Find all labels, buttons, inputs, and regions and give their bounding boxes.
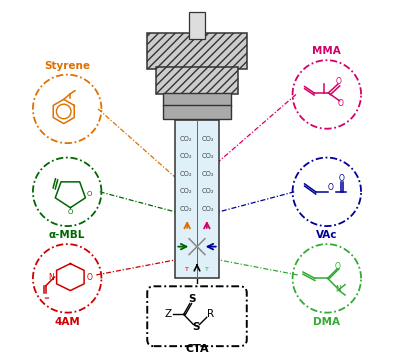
Text: N: N — [48, 273, 54, 282]
Text: DMA: DMA — [313, 317, 340, 327]
Bar — [190, 12, 204, 39]
Text: α-MBL: α-MBL — [49, 230, 85, 240]
Text: CO₂: CO₂ — [201, 206, 214, 211]
Text: =: = — [43, 295, 49, 301]
Text: O: O — [87, 191, 92, 197]
Text: CO₂: CO₂ — [180, 206, 193, 211]
Text: R: R — [207, 310, 214, 319]
Text: O: O — [338, 174, 344, 183]
Text: CTA: CTA — [185, 344, 209, 354]
Text: S: S — [192, 322, 200, 332]
Text: T: T — [205, 267, 209, 272]
Text: MMA: MMA — [312, 46, 341, 56]
FancyBboxPatch shape — [147, 286, 247, 346]
Bar — [147, 33, 247, 69]
Text: CO₂: CO₂ — [180, 171, 193, 177]
Text: O: O — [336, 77, 342, 86]
Text: N: N — [335, 285, 341, 294]
Text: O: O — [337, 99, 343, 108]
Text: CO₂: CO₂ — [201, 136, 214, 142]
Text: CO₂: CO₂ — [180, 136, 193, 142]
Text: CO₂: CO₂ — [201, 153, 214, 159]
Text: 4AM: 4AM — [54, 317, 80, 327]
Text: S: S — [188, 294, 195, 304]
Text: CO₂: CO₂ — [180, 188, 193, 194]
Bar — [163, 105, 231, 119]
Text: O: O — [68, 209, 73, 215]
Text: O: O — [328, 182, 333, 191]
Text: Z: Z — [165, 310, 172, 319]
Text: CO₂: CO₂ — [201, 188, 214, 194]
Text: O: O — [87, 273, 93, 282]
Bar — [156, 67, 238, 94]
Text: T: T — [185, 267, 189, 272]
Text: CO₂: CO₂ — [201, 171, 214, 177]
Text: CO₂: CO₂ — [180, 153, 193, 159]
Bar — [163, 93, 231, 106]
Text: Styrene: Styrene — [44, 60, 90, 71]
Text: O: O — [335, 262, 341, 271]
Bar — [175, 120, 219, 278]
Text: VAc: VAc — [316, 230, 338, 240]
